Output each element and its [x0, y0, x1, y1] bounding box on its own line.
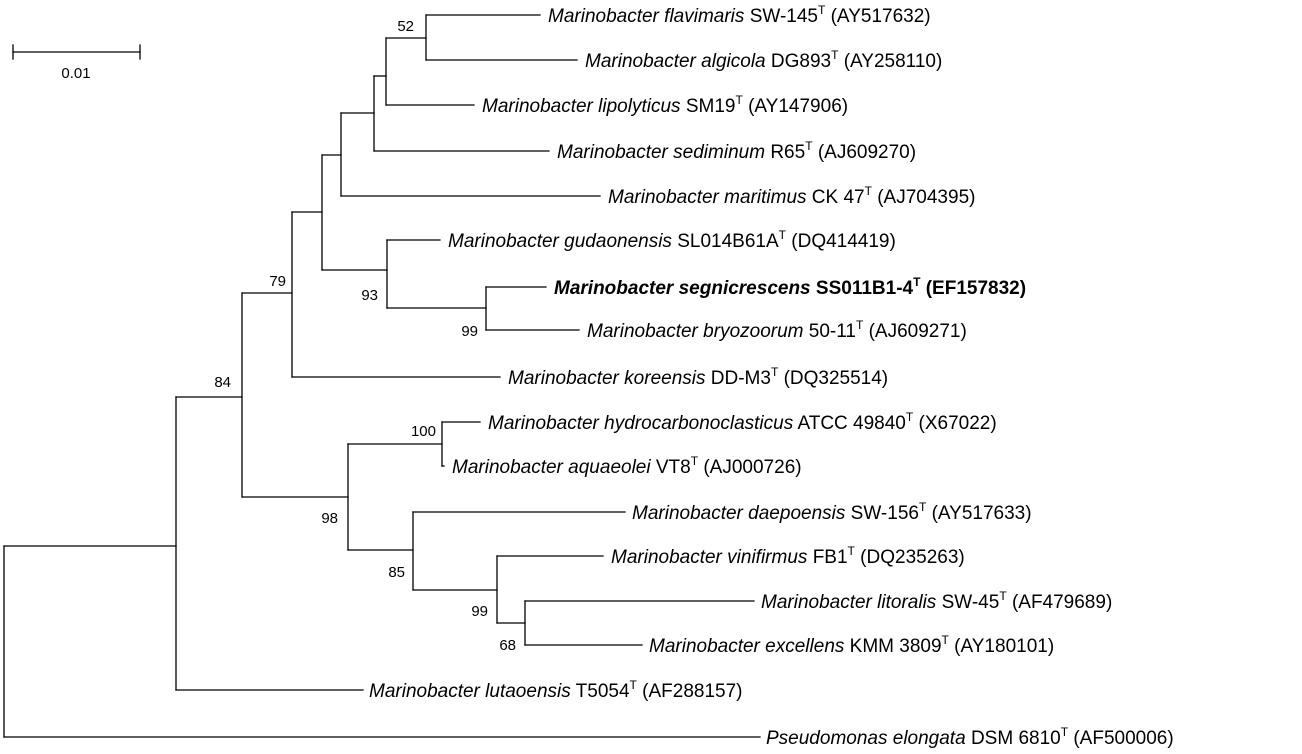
tree-branches: [3, 14, 761, 738]
taxon-label: Marinobacter litoralis SW-45T (AF479689): [761, 589, 1112, 613]
bootstrap-value: 98: [321, 510, 338, 527]
bootstrap-value: 68: [499, 637, 516, 654]
taxon-labels: Marinobacter flavimaris SW-145T (AY51763…: [369, 3, 1174, 749]
bootstrap-value: 93: [361, 287, 378, 304]
bootstrap-value: 99: [471, 603, 488, 620]
taxon-label: Marinobacter sediminum R65T (AJ609270): [557, 139, 916, 163]
bootstrap-value: 85: [388, 564, 405, 581]
taxon-label: Marinobacter gudaonensis SL014B61AT (DQ4…: [448, 228, 896, 252]
taxon-label: Marinobacter algicola DG893T (AY258110): [585, 48, 942, 72]
taxon-label: Marinobacter maritimus CK 47T (AJ704395): [608, 184, 975, 208]
scale-bar-label: 0.01: [61, 65, 90, 82]
taxon-label: Marinobacter lutaoensis T5054T (AF288157…: [369, 678, 743, 702]
taxon-label: Marinobacter koreensis DD-M3T (DQ325514): [508, 365, 888, 389]
bootstrap-values: 52 79 93 99 84 100 98 85 99 68: [214, 18, 516, 654]
taxon-label: Marinobacter daepoensis SW-156T (AY51763…: [632, 500, 1032, 524]
bootstrap-value: 84: [214, 374, 231, 391]
taxon-label: Marinobacter bryozoorum 50-11T (AJ609271…: [587, 318, 967, 342]
taxon-label: Marinobacter vinifirmus FB1T (DQ235263): [611, 544, 965, 568]
taxon-label: Marinobacter excellens KMM 3809T (AY1801…: [649, 633, 1054, 657]
taxon-label: Marinobacter hydrocarbonoclasticus ATCC …: [488, 410, 997, 434]
bootstrap-value: 52: [397, 18, 414, 35]
taxon-label-highlighted: Marinobacter segnicrescens SS011B1-4T (E…: [554, 275, 1026, 299]
bootstrap-value: 100: [411, 423, 436, 440]
bootstrap-value: 99: [461, 323, 478, 340]
taxon-label: Marinobacter aquaeolei VT8T (AJ000726): [452, 454, 802, 478]
taxon-label: Marinobacter lipolyticus SM19T (AY147906…: [482, 93, 848, 117]
taxon-label: Marinobacter flavimaris SW-145T (AY51763…: [548, 3, 931, 27]
taxon-label: Pseudomonas elongata DSM 6810T (AF500006…: [766, 725, 1174, 749]
scale-bar: 0.01: [12, 44, 141, 82]
bootstrap-value: 79: [269, 273, 286, 290]
